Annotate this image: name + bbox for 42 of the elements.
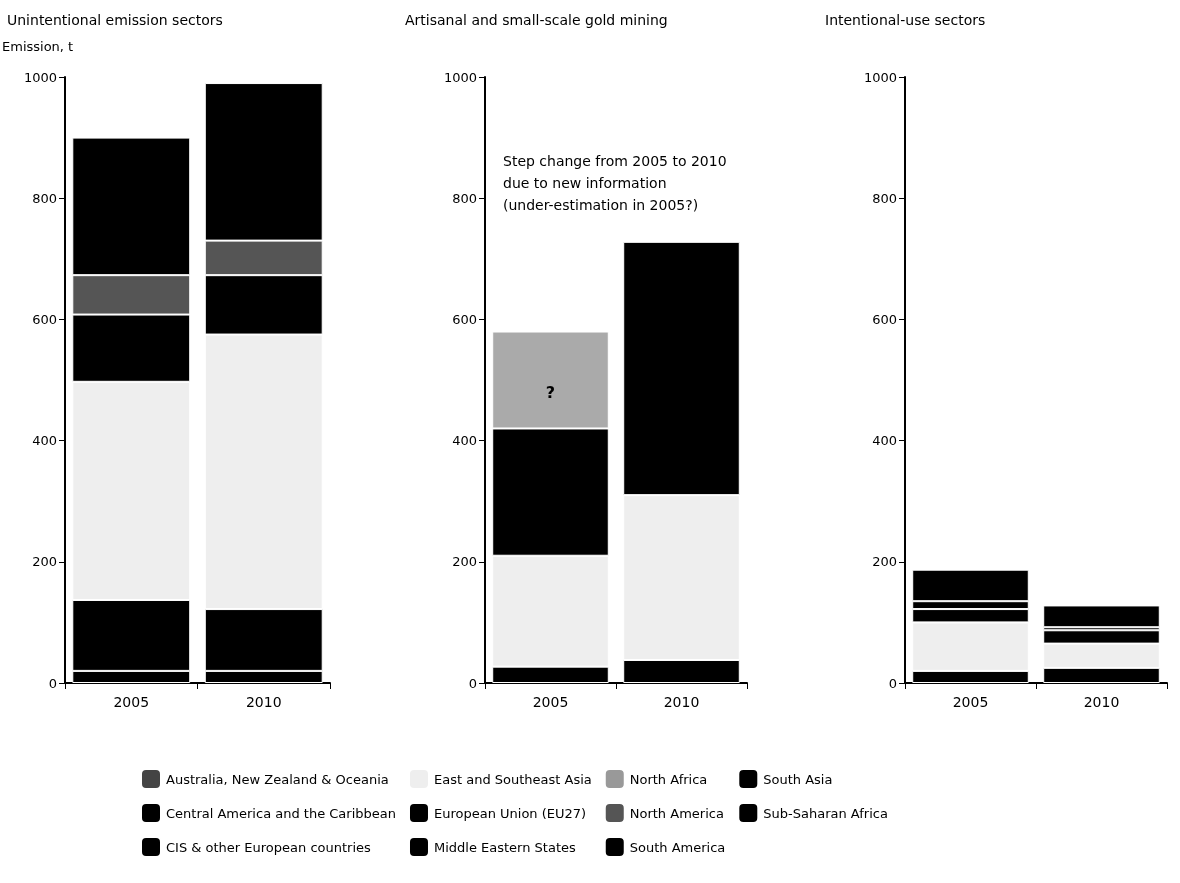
y-tick-label: 400 bbox=[32, 433, 57, 449]
y-axis-title: Emission, t bbox=[2, 39, 74, 54]
y-tick-label: 200 bbox=[32, 554, 57, 570]
legend-label: South America bbox=[629, 839, 726, 855]
y-tick-label: 800 bbox=[452, 190, 477, 206]
legend-label: European Union (EU27) bbox=[433, 805, 587, 821]
y-tick-label: 0 bbox=[468, 675, 477, 691]
y-tick-label: 0 bbox=[888, 675, 897, 691]
x-tick-label: 2010 bbox=[663, 694, 700, 710]
y-tick-label: 800 bbox=[872, 190, 897, 206]
y-tick-label: 1000 bbox=[23, 69, 57, 85]
legend-label: Middle Eastern States bbox=[433, 839, 577, 855]
x-tick-label: 2005 bbox=[113, 694, 150, 710]
legend-label: North America bbox=[629, 805, 724, 821]
y-tick-label: 1000 bbox=[863, 69, 897, 85]
y-tick-label: 200 bbox=[872, 554, 897, 570]
legend-label: Central America and the Caribbean bbox=[166, 805, 396, 821]
bar bbox=[1043, 605, 1160, 628]
y-tick-label: 600 bbox=[872, 311, 897, 327]
chart-title: Intentional-use sectors bbox=[825, 12, 986, 28]
y-tick-label: 1000 bbox=[443, 69, 477, 85]
x-tick-label: 2010 bbox=[1083, 694, 1120, 710]
y-tick-label: 400 bbox=[452, 433, 477, 449]
x-tick-label: 2010 bbox=[245, 694, 282, 710]
y-tick-label: 600 bbox=[32, 311, 57, 327]
legend-label: North Africa bbox=[629, 771, 708, 787]
y-tick-label: 800 bbox=[32, 190, 57, 206]
x-tick-label: 2005 bbox=[532, 694, 569, 710]
y-tick-label: 0 bbox=[48, 675, 57, 691]
y-tick-label: 600 bbox=[452, 311, 477, 327]
annotation: Step change from 2005 to 2010 due to new information (under-estimation in 2005?) bbox=[503, 153, 731, 213]
x-tick-label: 2005 bbox=[952, 694, 989, 710]
legend-label: Australia, New Zealand & Oceania bbox=[166, 771, 389, 787]
legend-label: East and Southeast Asia bbox=[433, 771, 592, 787]
legend-label: Sub-Saharan Africa bbox=[763, 805, 888, 821]
y-tick-label: 400 bbox=[872, 433, 897, 449]
legend-label: CIS & other European countries bbox=[166, 839, 372, 855]
annotation: ? bbox=[545, 382, 556, 402]
chart-title: Unintentional emission sectors bbox=[7, 12, 223, 28]
legend-label: South Asia bbox=[763, 771, 833, 787]
y-tick-label: 200 bbox=[452, 554, 477, 570]
chart-title: Artisanal and small-scale gold mining bbox=[405, 12, 668, 28]
